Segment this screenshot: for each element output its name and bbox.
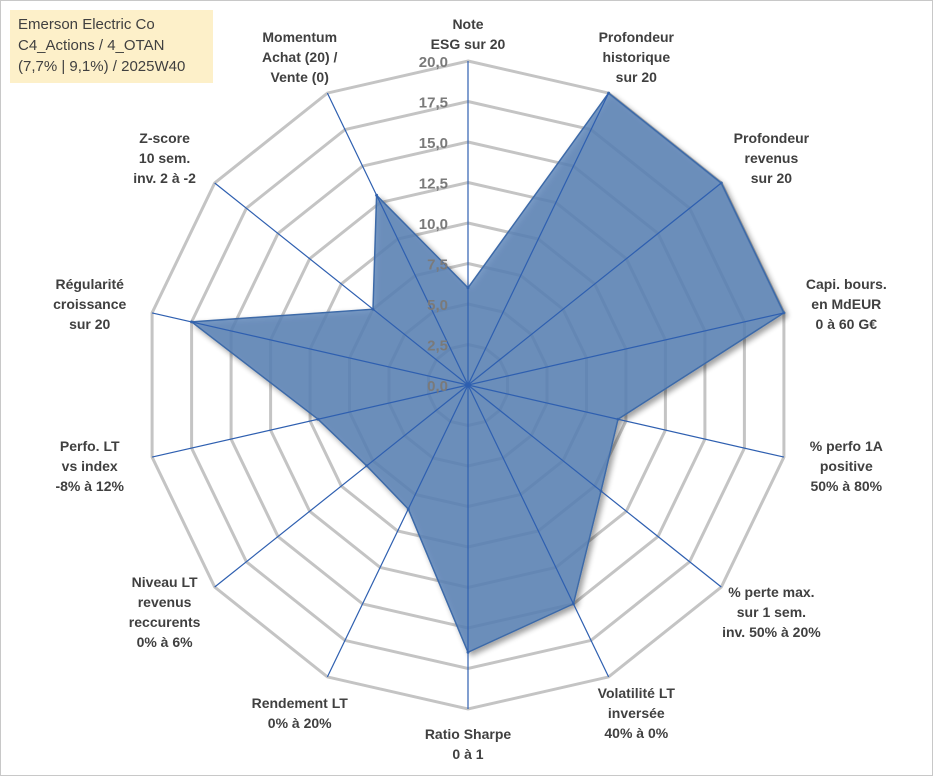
axis-spoke <box>467 384 610 678</box>
axis-label-line: -8% à 12% <box>55 478 124 494</box>
axis-spoke <box>467 312 785 386</box>
axis-label-line: Ratio Sharpe <box>425 726 512 742</box>
axis-spoke <box>467 92 610 386</box>
tick-label: 10,0 <box>419 216 448 233</box>
series-area <box>189 92 785 654</box>
axis-label: Momentum Achat (20) / Vente (0) <box>262 29 338 85</box>
axis-label: Capi. bours. en MdEUR 0 à 60 G€ <box>806 276 887 332</box>
axis-label-line: inv. 50% à 20% <box>722 624 821 640</box>
axis-label-line: 50% à 80% <box>810 478 882 494</box>
axis-label-line: 0% à 20% <box>268 715 332 731</box>
axis-label: Perfo. LT vs index -8% à 12% <box>55 438 124 494</box>
info-company-name: Emerson Electric Co <box>18 16 155 33</box>
axis-label: Volatilité LT inversée 40% à 0% <box>598 685 676 741</box>
axis-label-line: 0 à 60 G€ <box>816 316 878 332</box>
axis-spoke <box>467 384 722 588</box>
axis-label-line: ESG sur 20 <box>431 36 506 52</box>
axis-label-line: Régularité <box>55 276 124 292</box>
axis-label-line: revenus <box>745 150 799 166</box>
axis-label: Niveau LT revenus reccurents 0% à 6% <box>129 574 201 650</box>
axis-label-line: 0% à 6% <box>137 634 194 650</box>
axis-label-line: inv. 2 à -2 <box>133 170 196 186</box>
axis-label-line: Niveau LT <box>132 574 198 590</box>
axis-label-line: 10 sem. <box>139 150 190 166</box>
tick-label: 20,0 <box>419 54 448 71</box>
axis-label: Z-score 10 sem. inv. 2 à -2 <box>133 130 196 186</box>
axis-label: Note ESG sur 20 <box>431 16 506 52</box>
series-layer <box>189 91 786 654</box>
axis-spoke <box>214 182 469 386</box>
axis-label: % perte max. sur 1 sem. inv. 50% à 20% <box>722 584 821 640</box>
axis-label-line: vs index <box>62 458 118 474</box>
axis-label-line: Profondeur <box>599 29 675 45</box>
axis-label-line: Note <box>452 16 483 32</box>
tick-label: 17,5 <box>419 95 448 112</box>
tick-label: 5,0 <box>427 297 448 314</box>
axis-label: Profondeur revenus sur 20 <box>734 130 810 186</box>
axis-spoke <box>151 384 469 458</box>
axis-label: Ratio Sharpe 0 à 1 <box>425 726 512 762</box>
axis-label-line: reccurents <box>129 614 201 630</box>
axis-label: Régularité croissance sur 20 <box>53 276 126 332</box>
axis-label-line: Profondeur <box>734 130 810 146</box>
tick-label: 15,0 <box>419 135 448 152</box>
tick-labels: 0,0 2,5 5,0 7,5 10,0 12,5 15,0 17,5 20,0 <box>419 54 448 395</box>
axis-label-line: Z-score <box>139 130 190 146</box>
axis-label-line: Momentum <box>262 29 337 45</box>
axis-label-line: sur 20 <box>751 170 792 186</box>
axis-label: % perfo 1A positive 50% à 80% <box>810 438 883 494</box>
axis-spoke <box>467 384 785 458</box>
axis-label-line: 0 à 1 <box>452 746 483 762</box>
axis-label-line: revenus <box>138 594 192 610</box>
info-box: Emerson Electric Co C4_Actions / 4_OTAN … <box>10 10 213 83</box>
tick-label: 12,5 <box>419 176 448 193</box>
axis-label: Rendement LT 0% à 20% <box>252 695 349 731</box>
axis-label-line: inversée <box>608 705 665 721</box>
axis-label-line: 40% à 0% <box>604 725 668 741</box>
info-performance-week: (7,7% | 9,1%) / 2025W40 <box>18 58 186 75</box>
axis-label-line: % perte max. <box>728 584 814 600</box>
axis-label-line: historique <box>602 49 670 65</box>
axis-label-line: Rendement LT <box>252 695 349 711</box>
axis-label: Profondeur historique sur 20 <box>599 29 675 85</box>
axis-spoke <box>151 312 469 386</box>
axis-spoke <box>467 182 722 386</box>
axis-spoke <box>326 384 469 678</box>
axis-label-line: sur 20 <box>616 69 657 85</box>
tick-label: 2,5 <box>427 338 448 355</box>
axis-spoke <box>214 384 469 588</box>
axis-spoke <box>326 92 469 386</box>
axis-label-line: Volatilité LT <box>598 685 676 701</box>
axis-label-line: en MdEUR <box>811 296 881 312</box>
axis-label-line: Capi. bours. <box>806 276 887 292</box>
axis-label-line: sur 20 <box>69 316 110 332</box>
tick-label: 0,0 <box>427 378 448 395</box>
tick-label: 7,5 <box>427 257 448 274</box>
axis-label-line: positive <box>820 458 873 474</box>
axis-label-line: Vente (0) <box>271 69 329 85</box>
axis-spokes <box>151 61 785 709</box>
axis-label-line: sur 1 sem. <box>737 604 806 620</box>
info-category: C4_Actions / 4_OTAN <box>18 37 165 54</box>
axis-label-line: Achat (20) / <box>262 49 338 65</box>
axis-label-line: Perfo. LT <box>60 438 120 454</box>
axis-labels: Note ESG sur 20 Profondeur historique sur 20… <box>53 16 887 762</box>
axis-label-line: croissance <box>53 296 126 312</box>
axis-label-line: % perfo 1A <box>810 438 883 454</box>
